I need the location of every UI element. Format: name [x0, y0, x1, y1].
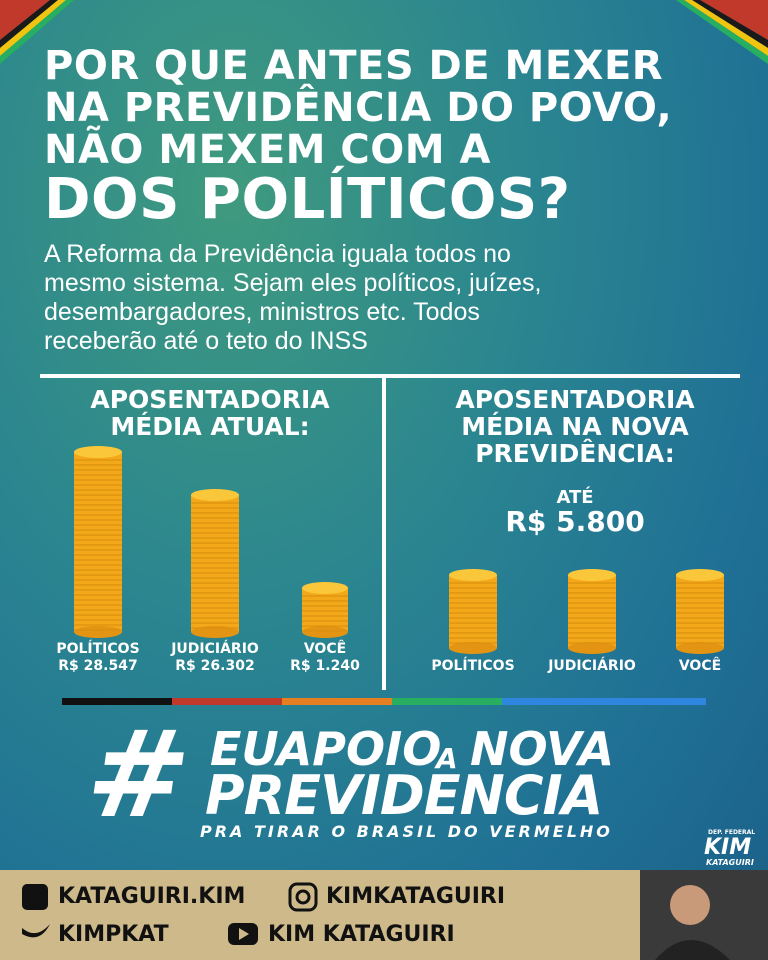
intro-line: A Reforma da Previdência iguala todos no [44, 240, 511, 268]
coin-part [568, 569, 616, 581]
social-handle: KIMPKAT [58, 922, 169, 947]
logo-text: KATAGUIRI [706, 858, 754, 867]
coin-part [568, 575, 616, 648]
coin-part [449, 575, 497, 648]
social-handle: KIM KATAGUIRI [268, 922, 455, 947]
item-amount: R$ 1.240 [290, 658, 360, 674]
item-label: VOCÊ [678, 658, 722, 674]
coin-part [449, 569, 497, 581]
coin-part [191, 626, 239, 638]
coin-part [302, 582, 348, 594]
coin-stacks [74, 446, 724, 654]
panel-title: PREVIDÊNCIA: [475, 439, 675, 468]
panel-title: MÉDIA ATUAL: [110, 412, 310, 441]
panel-title: APOSENTADORIA [455, 385, 695, 414]
hashtag-word: A [436, 742, 458, 775]
item-label: POLÍTICOS [56, 641, 140, 657]
social-icons [22, 882, 318, 945]
headline-line: NÃO MEXEM COM A [44, 127, 491, 173]
intro-line: mesmo sistema. Sejam eles políticos, juí… [44, 269, 542, 297]
coin-part [302, 588, 348, 632]
item-label: JUDICIÁRIO [548, 658, 636, 674]
hashtag-word: EUAPOIO [210, 722, 442, 776]
logo-text: DEP. FEDERAL [708, 829, 756, 836]
coin-part [74, 446, 122, 458]
coin-part [568, 642, 616, 654]
cap-label: ATÉ [556, 487, 594, 508]
panel-title: APOSENTADORIA [90, 385, 330, 414]
item-amount: R$ 28.547 [58, 658, 138, 674]
photo-face [670, 885, 710, 925]
color-bar [62, 698, 706, 705]
headline-line: POR QUE ANTES DE MEXER [44, 43, 664, 89]
social-handle: KIMKATAGUIRI [326, 884, 506, 909]
coin-part [449, 642, 497, 654]
corner-stripes [0, 0, 768, 64]
hashtag-word: NOVA [470, 722, 615, 776]
social-handle: KATAGUIRI.KIM [58, 884, 246, 909]
cap-value: R$ 5.800 [505, 505, 645, 538]
item-amount: R$ 26.302 [175, 658, 255, 674]
coin-part [74, 626, 122, 638]
coin-part [676, 575, 724, 648]
hashtag-word: PREVIDENCIA [205, 764, 603, 827]
item-label: POLÍTICOS [431, 658, 515, 674]
intro-line: receberão até o teto do INSS [44, 327, 368, 355]
item-label: JUDICIÁRIO [171, 641, 259, 657]
photo-body [655, 940, 730, 960]
headline-line: DOS POLÍTICOS? [44, 167, 571, 232]
coin-part [676, 569, 724, 581]
coin-part [191, 489, 239, 501]
coin-part [676, 642, 724, 654]
coin-part [74, 452, 122, 632]
intro-line: desembargadores, ministros etc. Todos [44, 298, 480, 326]
tagline: PRA TIRAR O BRASIL DO VERMELHO [200, 822, 613, 841]
headline-line: NA PREVIDÊNCIA DO POVO, [44, 85, 673, 131]
item-label: VOCÊ [303, 641, 347, 657]
panel-title: MÉDIA NA NOVA [461, 412, 689, 441]
logo-text: KIM [704, 835, 752, 860]
hash-symbol: # [78, 706, 199, 845]
coin-part [302, 626, 348, 638]
